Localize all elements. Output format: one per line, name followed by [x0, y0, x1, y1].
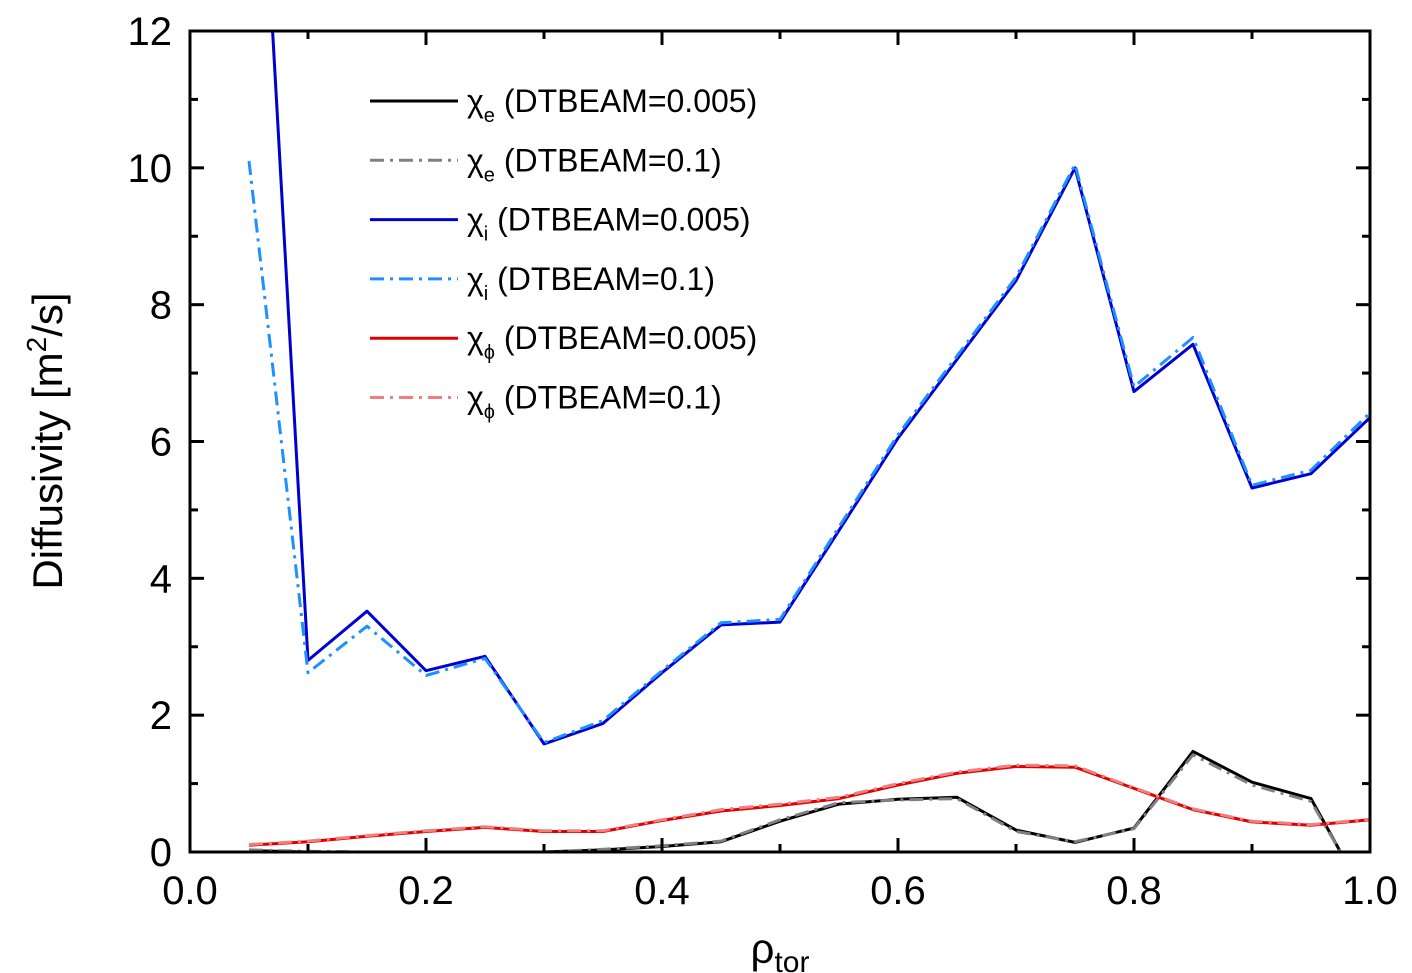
- y-tick-label: 12: [128, 10, 173, 54]
- x-axis-label-main: ρ: [751, 925, 775, 972]
- x-tick-label: 0.0: [162, 869, 218, 913]
- plot-frame: [188, 29, 1372, 854]
- legend-label: χϕ (DTBEAM=0.1): [467, 380, 722, 424]
- x-tick-label: 0.8: [1106, 869, 1162, 913]
- legend-label: χe (DTBEAM=0.005): [467, 83, 757, 127]
- x-tick-label: 0.4: [634, 869, 690, 913]
- y-tick-label: 2: [150, 694, 172, 738]
- legend-symbol: χ: [467, 261, 484, 297]
- legend-symbol: χ: [467, 320, 484, 356]
- legend-text: (DTBEAM=0.005): [495, 83, 757, 119]
- legend-subscript: e: [484, 164, 495, 186]
- legend-label: χϕ (DTBEAM=0.005): [467, 320, 757, 364]
- y-axis-label: Diffusivity [m2/s]: [21, 292, 71, 589]
- series-line-0: [248, 749, 1342, 852]
- legend-subscript: e: [484, 105, 495, 127]
- legend-symbol: χ: [467, 142, 484, 178]
- legend-subscript: i: [484, 224, 488, 246]
- y-axis-label-suffix: /s]: [24, 292, 71, 336]
- legend-symbol: χ: [467, 83, 484, 119]
- legend-symbol: χ: [467, 380, 484, 416]
- ticks-layer: 0.0 0.2 0.4 0.6 0.8 1.0 0 2 4 6 8 10 12: [128, 10, 1398, 913]
- legend-label: χi (DTBEAM=0.1): [467, 261, 715, 305]
- legend-text: (DTBEAM=0.1): [495, 380, 722, 416]
- legend-text: (DTBEAM=0.1): [488, 261, 715, 297]
- x-tick-label: 0.2: [398, 869, 454, 913]
- legend-subscript: ϕ: [484, 342, 495, 364]
- legend-label: χe (DTBEAM=0.1): [467, 142, 722, 186]
- legend-text: (DTBEAM=0.005): [495, 320, 757, 356]
- legend-subscript: i: [484, 283, 488, 305]
- legend-text: (DTBEAM=0.1): [495, 142, 722, 178]
- series-layer: [247, 31, 1370, 852]
- x-axis-label: ρtor: [751, 925, 810, 973]
- y-tick-label: 8: [150, 284, 172, 328]
- x-tick-label: 1.0: [1342, 869, 1398, 913]
- y-axis-label-sup: 2: [21, 337, 52, 353]
- series-line-5: [248, 763, 1370, 846]
- y-axis-label-prefix: Diffusivity [m: [24, 352, 71, 589]
- series-line-2: [271, 31, 1370, 746]
- legend-label: χi (DTBEAM=0.005): [467, 202, 751, 246]
- legend: χe (DTBEAM=0.005)χe (DTBEAM=0.1)χi (DTBE…: [370, 83, 757, 424]
- y-tick-label: 10: [128, 147, 173, 191]
- legend-subscript: ϕ: [484, 402, 495, 424]
- series-line-3: [247, 160, 1370, 744]
- x-axis-label-sub: tor: [774, 946, 809, 973]
- y-tick-label: 4: [150, 557, 172, 601]
- y-tick-label: 0: [150, 831, 172, 875]
- y-tick-label: 6: [150, 421, 172, 465]
- series-line-4: [248, 765, 1370, 847]
- legend-text: (DTBEAM=0.005): [488, 202, 750, 238]
- x-tick-label: 0.6: [870, 869, 926, 913]
- legend-symbol: χ: [467, 202, 484, 238]
